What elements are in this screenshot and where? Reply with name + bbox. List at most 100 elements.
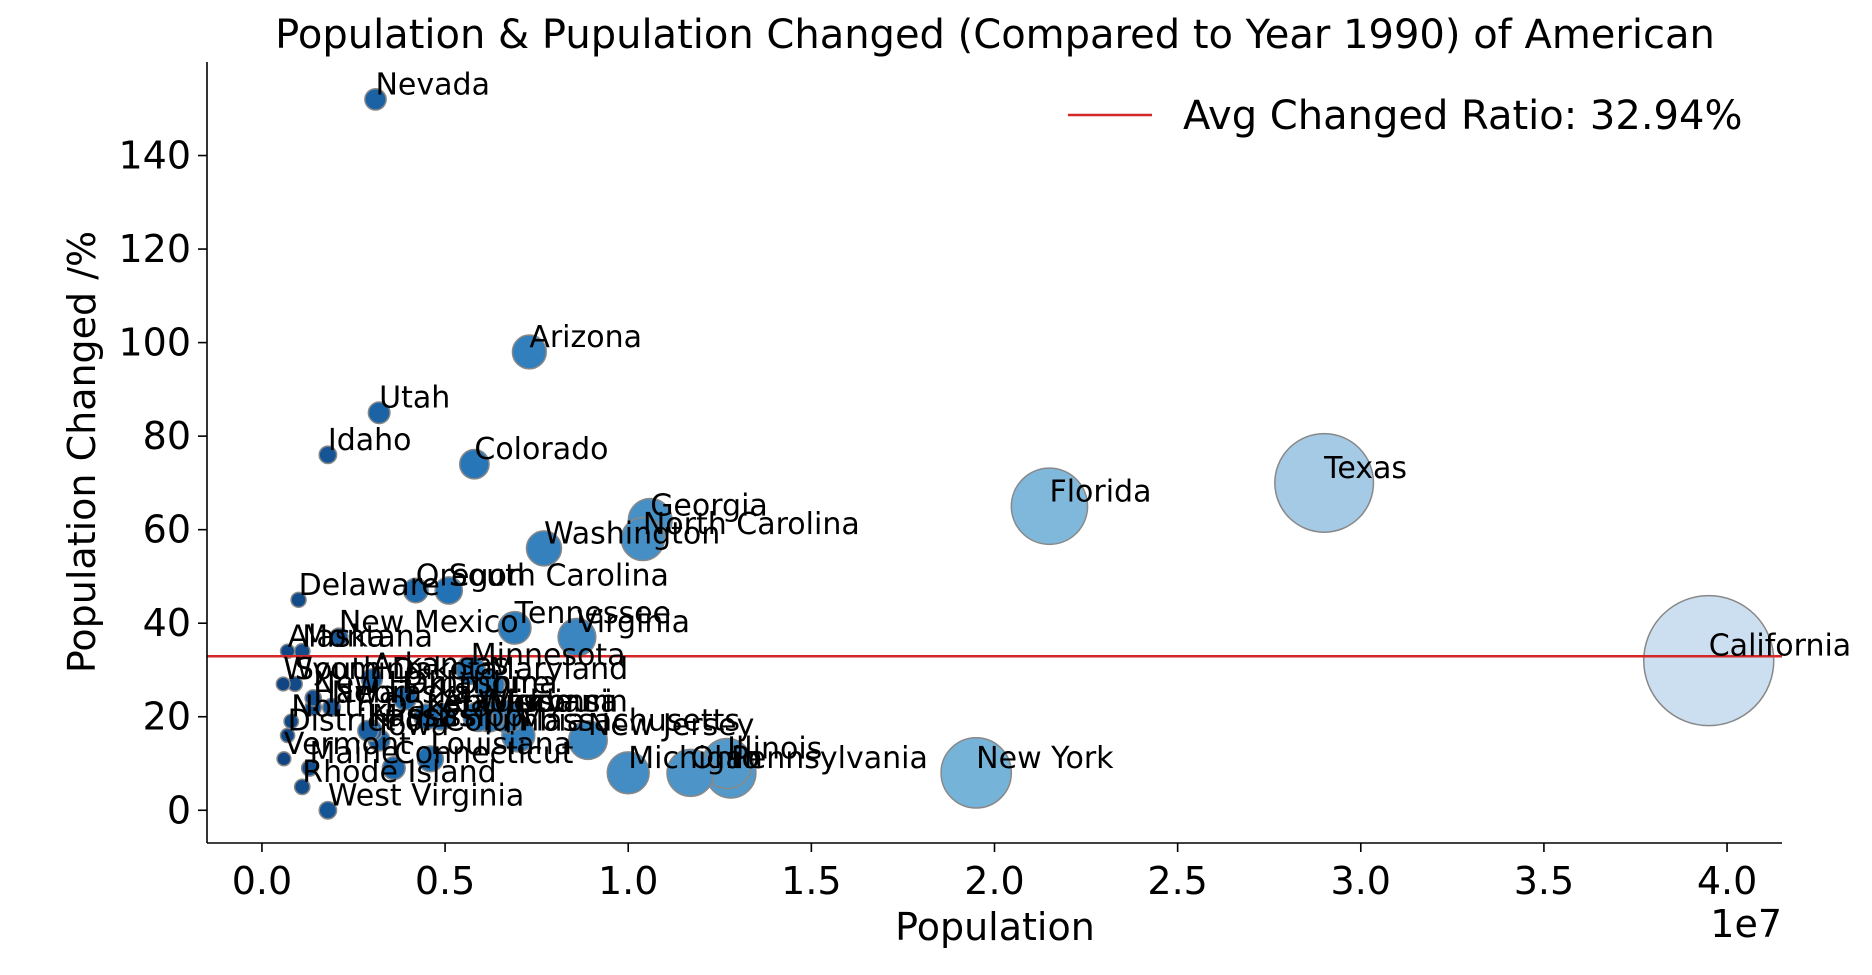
x-axis-multiplier: 1e7 [1710, 902, 1782, 946]
data-point [318, 445, 338, 465]
data-point-label: Mississippi [372, 699, 532, 734]
data-point-label: Oklahoma [405, 666, 558, 701]
data-point [666, 748, 715, 798]
data-point-label: Massachusetts [518, 703, 740, 738]
x-tick-label: 0.0 [232, 859, 292, 903]
data-point [357, 719, 380, 742]
data-point [276, 751, 292, 767]
data-point-label: Kansas [368, 699, 474, 734]
data-point [275, 676, 291, 692]
data-point-label: Nebraska [332, 675, 474, 710]
data-point [304, 689, 323, 707]
data-point-label: Maryland [489, 652, 628, 687]
y-axis-ticks: 0 20 40 60 80 100 120 140 [118, 134, 207, 832]
x-tick-label: 3.5 [1514, 859, 1574, 903]
data-point-label: Michigan [628, 741, 763, 776]
data-point-label: Ohio [690, 741, 759, 776]
data-point-label: Iowa [379, 708, 449, 743]
y-tick-label: 120 [118, 227, 191, 271]
x-tick-label: 2.5 [1147, 859, 1207, 903]
legend: Avg Changed Ratio: 32.94% [1068, 93, 1742, 139]
data-point-label: North Carolina [643, 507, 860, 542]
data-point [279, 643, 296, 660]
data-point-label: Alabama [441, 685, 573, 720]
data-point-label: Connecticut [394, 736, 574, 771]
data-point [381, 756, 406, 781]
data-point-label: Rhode Island [302, 755, 497, 790]
data-point-label: Indiana [507, 685, 618, 720]
data-point-label: Utah [379, 381, 450, 416]
data-point-label: South Carolina [449, 558, 669, 593]
x-tick-label: 1.0 [598, 859, 658, 903]
data-point [290, 591, 307, 609]
data-point-label: Maine [310, 736, 400, 771]
data-point [321, 697, 342, 717]
data-point-label: Missouri [489, 685, 613, 720]
legend-label: Avg Changed Ratio: 32.94% [1183, 93, 1742, 139]
y-axis-label: Population Changed /% [60, 231, 104, 673]
data-point [1274, 432, 1375, 533]
data-point [367, 401, 391, 425]
data-point [462, 701, 494, 733]
data-point-label: Nevada [375, 67, 489, 102]
data-point-label: Texas [1323, 451, 1407, 486]
data-point [392, 685, 418, 711]
data-point [1642, 594, 1775, 727]
data-point [364, 88, 387, 111]
data-point-label: Colorado [474, 432, 608, 467]
x-tick-label: 0.5 [415, 859, 475, 903]
data-point [434, 576, 464, 605]
data-point [1010, 467, 1089, 546]
data-point [416, 745, 445, 773]
data-point-label: Wyoming [283, 652, 424, 687]
data-point-label: New Mexico [339, 605, 519, 640]
data-point-label: Pennsylvania [731, 741, 928, 776]
data-point [413, 703, 441, 731]
x-tick-label: 4.0 [1697, 859, 1757, 903]
data-point [567, 720, 608, 761]
data-point-label: California [1709, 629, 1851, 664]
data-point [402, 577, 429, 604]
data-point-label: Delaware [299, 568, 440, 603]
data-point [318, 800, 338, 820]
y-tick-label: 80 [143, 414, 191, 458]
data-point [300, 759, 319, 777]
data-point-label: South Dakota [295, 652, 498, 687]
data-point-label: Idaho [328, 423, 412, 458]
data-point-label: Georgia [650, 488, 768, 523]
x-axis-ticks: 0.0 0.5 1.0 1.5 2.0 2.5 3.0 3.5 4.0 [232, 843, 1757, 903]
data-point [511, 334, 547, 370]
data-point [360, 668, 384, 691]
data-point-label: Illinois [727, 731, 822, 766]
data-point-label: Kentucky [427, 685, 564, 720]
y-tick-label: 0 [167, 788, 191, 832]
y-tick-label: 60 [143, 508, 191, 552]
data-point-label: North Dakota [291, 689, 491, 724]
y-tick-label: 100 [118, 321, 191, 365]
x-tick-label: 1.5 [781, 859, 841, 903]
x-tick-label: 3.0 [1331, 859, 1391, 903]
y-tick-label: 20 [143, 695, 191, 739]
data-point-label: Arizona [529, 320, 642, 355]
data-point-label: Florida [1049, 474, 1151, 509]
data-point [620, 516, 666, 562]
data-point-label: Washington [544, 516, 720, 551]
data-point-label: Minnesota [471, 638, 626, 673]
data-point-label: New Hampshire [313, 666, 550, 701]
data-point [497, 610, 532, 645]
data-point [458, 448, 490, 480]
data-point-label: Tennessee [514, 596, 671, 631]
data-point-label: Arkansas [372, 647, 509, 682]
data-point [279, 727, 296, 744]
data-point [525, 530, 563, 567]
point-labels: California Texas Florida New York Pennsylvan… [283, 67, 1851, 813]
data-point-label: West Virginia [328, 778, 524, 813]
data-point-label: Vermont [284, 727, 411, 762]
data-point [293, 778, 311, 796]
chart-title: Population & Pupulation Changed (Compare… [275, 12, 1715, 58]
data-point-label: Louisiana [430, 727, 572, 762]
data-point-label: Montana [302, 619, 433, 654]
data-point-label: New Jersey [588, 708, 754, 743]
data-point-label: District of Columbia [288, 703, 585, 738]
